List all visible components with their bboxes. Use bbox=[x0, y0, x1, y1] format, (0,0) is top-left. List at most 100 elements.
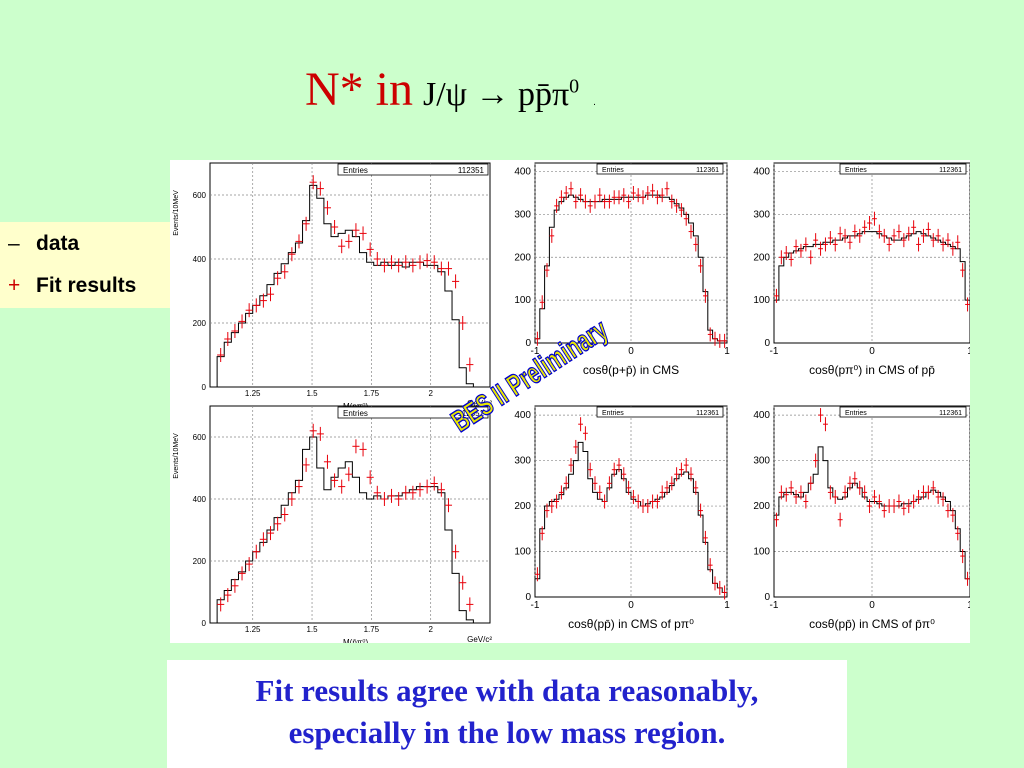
x-axis-unit: GeV/c² bbox=[467, 399, 492, 408]
data-point bbox=[549, 228, 555, 243]
data-point bbox=[224, 588, 232, 603]
x-tick-label: 1.25 bbox=[245, 625, 261, 634]
data-point bbox=[783, 487, 789, 502]
data-point bbox=[960, 549, 966, 564]
data-point bbox=[659, 485, 665, 500]
data-point bbox=[611, 462, 617, 477]
legend-box: – data + Fit results bbox=[0, 222, 186, 308]
data-point bbox=[459, 316, 467, 330]
data-point bbox=[862, 220, 868, 235]
data-point bbox=[338, 239, 346, 254]
x-axis-label: cosθ(pπ⁰) in CMS of pp̄ bbox=[809, 363, 935, 377]
data-point bbox=[906, 499, 912, 514]
data-point bbox=[316, 181, 324, 196]
x-tick-label: 1.25 bbox=[245, 389, 261, 398]
y-tick-label: 400 bbox=[514, 410, 531, 421]
data-point bbox=[945, 503, 951, 518]
y-tick-label: 300 bbox=[753, 456, 770, 467]
data-point bbox=[602, 194, 607, 209]
y-axis-label: Events/10MeV bbox=[173, 190, 180, 236]
data-point bbox=[597, 485, 603, 500]
data-point bbox=[587, 198, 593, 213]
data-point bbox=[698, 503, 703, 518]
entries-value: 112351 bbox=[458, 409, 485, 418]
histogram-bottom-left: 1.25 1.5 1.75 2 0 200 400 600 Entries 112351 M(p̄π… bbox=[173, 405, 492, 643]
data-point bbox=[857, 480, 863, 495]
data-point bbox=[886, 237, 892, 252]
data-point bbox=[867, 499, 872, 514]
data-point bbox=[655, 494, 660, 509]
data-point bbox=[535, 567, 540, 582]
data-point bbox=[252, 544, 260, 559]
slide-title: N* in J/ψ → pp̄π0. bbox=[305, 62, 596, 122]
y-tick-label: 0 bbox=[764, 338, 770, 349]
data-point bbox=[688, 467, 694, 482]
x-tick-label: 1 bbox=[724, 346, 730, 357]
data-point bbox=[857, 228, 863, 243]
data-point bbox=[539, 526, 545, 541]
data-point bbox=[587, 462, 593, 477]
data-point bbox=[430, 476, 438, 491]
data-point bbox=[664, 181, 670, 196]
data-point bbox=[774, 512, 779, 527]
data-point bbox=[722, 585, 727, 600]
plot-frame bbox=[209, 405, 491, 624]
data-point bbox=[832, 489, 838, 504]
data-point bbox=[554, 198, 559, 213]
data-point bbox=[774, 288, 779, 303]
entries-label: Entries bbox=[343, 166, 368, 175]
data-point bbox=[597, 188, 603, 203]
plots-background bbox=[170, 160, 970, 643]
caption-line-2: especially in the low mass region. bbox=[288, 715, 726, 750]
entries-box bbox=[337, 406, 489, 419]
data-point bbox=[359, 442, 367, 457]
legend-label-data: data bbox=[36, 232, 80, 255]
data-point bbox=[452, 544, 460, 559]
data-point bbox=[916, 237, 921, 252]
data-point bbox=[359, 226, 367, 241]
data-point bbox=[832, 237, 838, 252]
y-tick-label: 400 bbox=[514, 167, 531, 178]
entries-value: 112361 bbox=[939, 410, 962, 417]
data-point bbox=[366, 242, 374, 257]
data-point bbox=[402, 485, 410, 500]
data-point bbox=[901, 501, 907, 516]
y-tick-label: 100 bbox=[514, 547, 531, 558]
legend-item-data: – data bbox=[8, 232, 79, 256]
data-point bbox=[659, 188, 665, 203]
data-point bbox=[717, 333, 723, 348]
data-point bbox=[688, 224, 694, 239]
y-tick-label: 400 bbox=[193, 255, 207, 264]
x-tick-label: 1.5 bbox=[306, 389, 318, 398]
data-point bbox=[607, 476, 612, 491]
data-point bbox=[693, 480, 699, 495]
data-point bbox=[437, 482, 445, 497]
data-point bbox=[259, 293, 267, 308]
data-point bbox=[837, 226, 843, 241]
data-point bbox=[635, 494, 641, 509]
data-point bbox=[387, 255, 396, 270]
entries-value: 112351 bbox=[458, 166, 485, 175]
data-point bbox=[852, 224, 858, 239]
legend-item-fit: + Fit results bbox=[8, 274, 136, 298]
data-point bbox=[837, 512, 843, 527]
data-point bbox=[323, 200, 332, 215]
data-point bbox=[535, 331, 540, 346]
caption-box: Fit results agree with data reasonably, … bbox=[167, 660, 847, 768]
data-point bbox=[331, 220, 339, 234]
x-axis-unit: GeV/c² bbox=[467, 635, 492, 643]
data-point bbox=[338, 479, 346, 494]
data-point bbox=[798, 243, 804, 258]
data-point bbox=[416, 482, 424, 497]
data-point bbox=[640, 190, 646, 205]
data-point bbox=[331, 473, 339, 488]
data-point bbox=[544, 503, 550, 518]
data-point bbox=[217, 597, 225, 612]
data-point bbox=[409, 258, 417, 273]
x-tick-label: 1.5 bbox=[306, 625, 318, 634]
data-point bbox=[876, 494, 882, 509]
data-point bbox=[847, 476, 853, 491]
data-point bbox=[373, 485, 381, 500]
x-tick-label: 1 bbox=[724, 600, 730, 611]
